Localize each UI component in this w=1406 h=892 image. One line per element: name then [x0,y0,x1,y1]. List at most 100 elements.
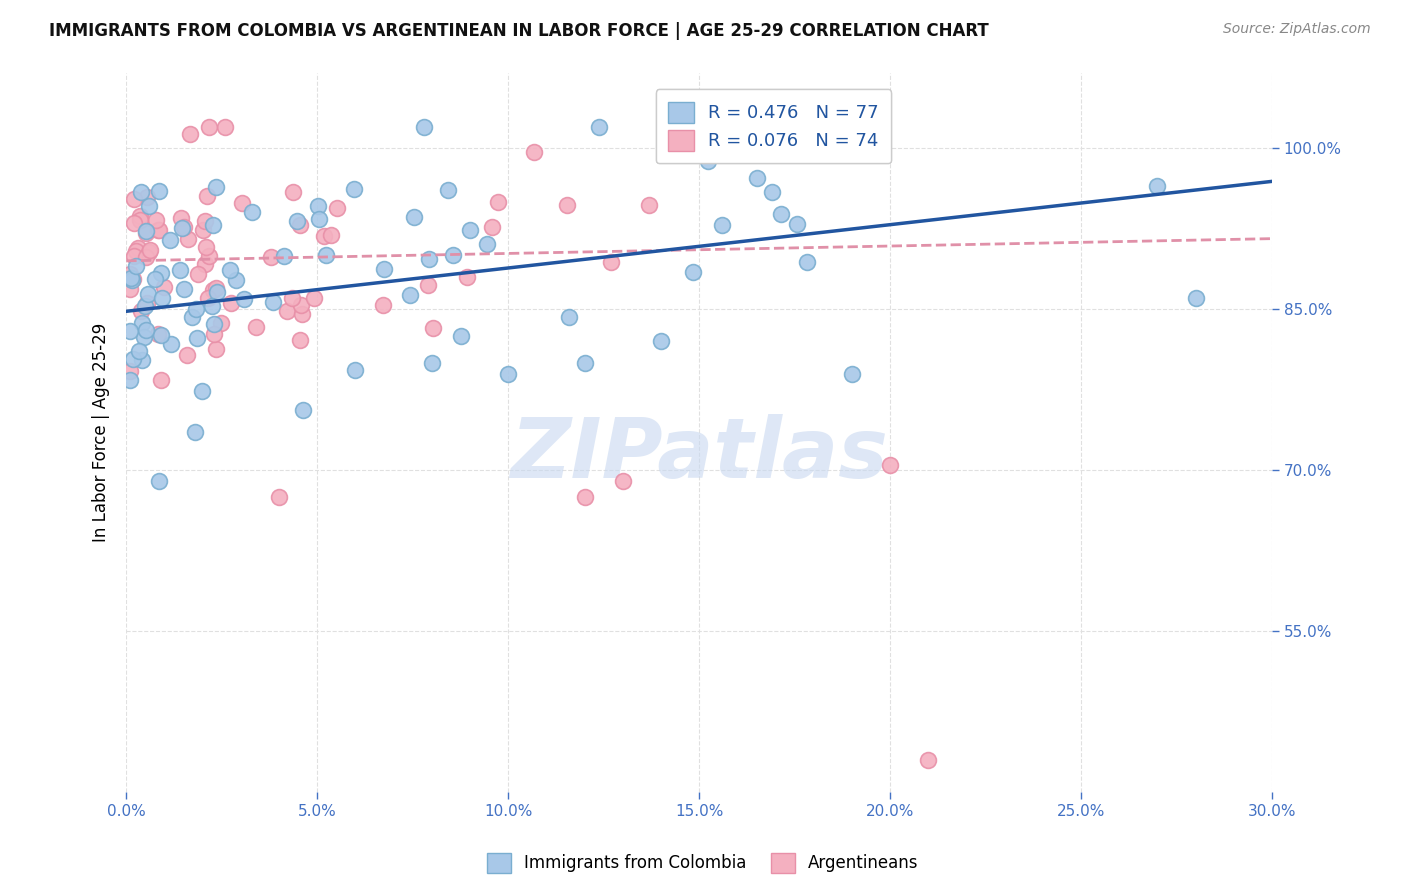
Point [197,292,219,306]
Point [202,327,225,342]
Point [231,196,253,211]
Point [134,299,156,313]
Point [149,328,172,343]
Point [138,244,160,259]
Point [146,326,169,341]
Point [555,198,578,212]
Legend: Immigrants from Colombia, Argentineans: Immigrants from Colombia, Argentineans [481,847,925,880]
Point [131,316,153,330]
Point [796,255,818,269]
Point [588,120,610,134]
Point [201,299,224,313]
Point [128,343,150,358]
Point [173,220,195,235]
Legend: R = 0.476   N = 77, R = 0.076   N = 74: R = 0.476 N = 77, R = 0.076 N = 74 [655,89,891,163]
Point [281,185,304,199]
Point [143,271,166,285]
Point [148,185,170,199]
Point [120,267,142,281]
Text: Source: ZipAtlas.com: Source: ZipAtlas.com [1223,22,1371,37]
Point [343,182,366,196]
Point [195,188,218,202]
Point [321,227,343,242]
Point [128,209,150,223]
Point [202,317,225,331]
Point [186,331,208,345]
Point [135,226,157,240]
Point [136,296,159,310]
Point [523,145,546,159]
Point [148,475,170,489]
Point [1146,178,1168,193]
Point [456,269,478,284]
Point [120,271,142,285]
Point [169,263,191,277]
Point [177,232,200,246]
Point [326,201,349,215]
Point [312,228,335,243]
Point [697,154,720,169]
Point [146,223,169,237]
Point [288,333,311,347]
Point [129,186,152,200]
Point [139,243,162,257]
Point [711,218,734,232]
Point [761,185,783,199]
Point [917,753,939,767]
Point [232,292,254,306]
Point [879,458,901,472]
Point [145,213,167,227]
Point [612,474,634,488]
Point [125,260,148,274]
Point [120,282,142,296]
Point [481,219,503,234]
Point [170,211,193,225]
Point [205,281,228,295]
Point [122,216,145,230]
Point [475,236,498,251]
Point [191,222,214,236]
Point [135,250,157,264]
Point [122,272,145,286]
Point [149,266,172,280]
Point [184,425,207,439]
Point [205,285,228,300]
Point [304,291,326,305]
Point [122,192,145,206]
Point [135,224,157,238]
Point [441,248,464,262]
Point [135,323,157,337]
Point [488,195,510,210]
Point [120,364,142,378]
Point [209,317,232,331]
Point [276,304,298,318]
Point [179,127,201,141]
Point [458,222,481,236]
Point [291,307,314,321]
Point [273,250,295,264]
Point [267,490,290,504]
Point [682,265,704,279]
Point [198,120,221,134]
Point [422,321,444,335]
Point [121,273,143,287]
Point [186,267,208,281]
Point [191,384,214,398]
Point [194,257,217,271]
Point [150,373,173,387]
Point [402,210,425,224]
Point [120,324,142,338]
Text: IMMIGRANTS FROM COLOMBIA VS ARGENTINEAN IN LABOR FORCE | AGE 25-29 CORRELATION C: IMMIGRANTS FROM COLOMBIA VS ARGENTINEAN … [49,22,988,40]
Point [437,183,460,197]
Point [150,291,173,305]
Point [201,283,224,297]
Point [637,197,659,211]
Point [574,490,596,504]
Point [225,273,247,287]
Point [747,171,769,186]
Point [292,403,315,417]
Point [160,337,183,351]
Point [205,343,228,357]
Point [418,278,440,293]
Point [260,250,283,264]
